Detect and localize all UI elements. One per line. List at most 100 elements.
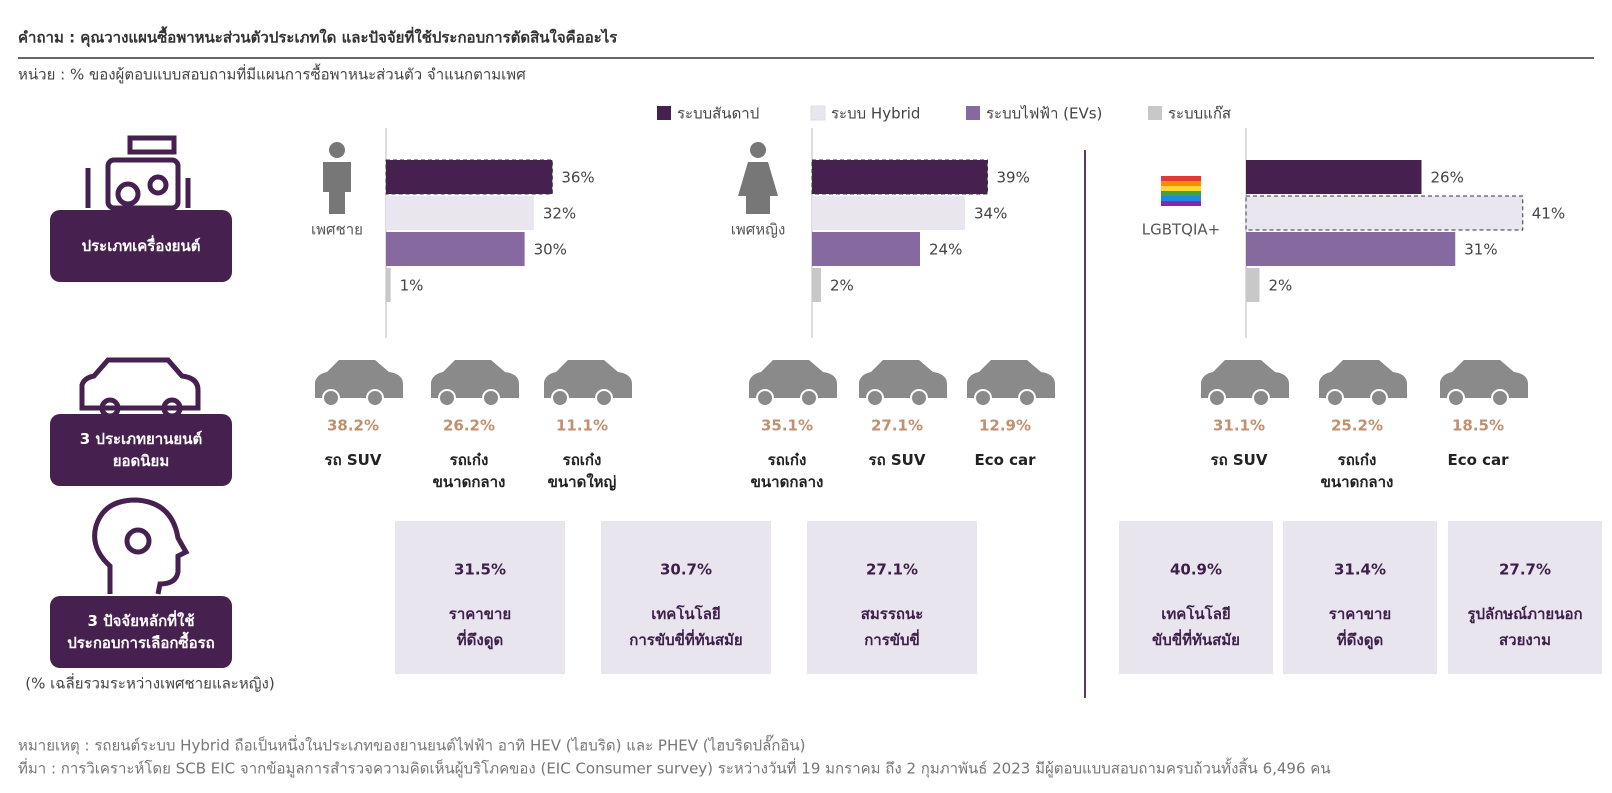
car-share: 25.2% <box>1331 417 1383 435</box>
group-label: เพศชาย <box>311 221 363 239</box>
car-name-line: รถเก๋ง <box>450 451 489 469</box>
row-label-box <box>50 210 232 282</box>
car-share: 31.1% <box>1213 417 1265 435</box>
car-name: รถเก๋งขนาดกลาง <box>751 451 824 491</box>
bar <box>386 232 525 266</box>
car-name-line: ขนาดกลาง <box>751 473 824 491</box>
pride-flag <box>1161 196 1201 201</box>
row-label-box <box>50 414 232 486</box>
car-name-line: ขนาดกลาง <box>1321 473 1394 491</box>
car-name-line: รถ SUV <box>325 451 382 469</box>
person-icon <box>329 142 345 158</box>
car-wheel <box>974 389 992 407</box>
bar <box>386 268 391 302</box>
car-name-line: รถเก๋ง <box>563 451 602 469</box>
factor-name-line: เทคโนโลยี <box>1161 604 1230 623</box>
bar <box>1246 160 1422 194</box>
car-share: 18.5% <box>1452 417 1504 435</box>
car-name: Eco car <box>974 451 1036 469</box>
bar-value-label: 39% <box>997 169 1030 187</box>
car-wheel <box>1018 389 1036 407</box>
factor-name-line: การขับขี่ที่ทันสมัย <box>629 629 742 649</box>
factor-box <box>1119 521 1273 674</box>
bar-value-label: 31% <box>1464 241 1497 259</box>
bar <box>812 232 920 266</box>
subtitle: หน่วย : % ของผู้ตอบแบบสอบถามที่มีแผนการซ… <box>18 64 526 84</box>
bar-value-label: 41% <box>1532 205 1565 223</box>
car-share: 35.1% <box>761 417 813 435</box>
bar <box>1246 232 1456 266</box>
car-wheel <box>322 389 340 407</box>
car-wheel <box>1370 389 1388 407</box>
car-wheel <box>438 389 456 407</box>
legend-label: ระบบ Hybrid <box>831 105 920 123</box>
bar-value-label: 2% <box>1269 277 1293 295</box>
factor-share: 27.7% <box>1499 561 1551 579</box>
car-wheel <box>1491 389 1509 407</box>
car-share: 26.2% <box>443 417 495 435</box>
bar-value-label: 36% <box>561 169 594 187</box>
bar <box>812 268 821 302</box>
factor-name-line: ขับขี่ที่ทันสมัย <box>1152 629 1240 649</box>
legend-swatch <box>810 105 826 121</box>
car-name-line: Eco car <box>974 451 1036 469</box>
bar-value-label: 26% <box>1431 169 1464 187</box>
car-name: รถ SUV <box>325 451 382 469</box>
car-name-line: รถเก๋ง <box>768 451 807 469</box>
bar <box>812 196 965 230</box>
car-icon <box>544 360 632 398</box>
car-icon <box>967 360 1055 398</box>
car-name-line: รถเก๋ง <box>1338 451 1377 469</box>
car-icon <box>79 357 201 411</box>
factor-box <box>1448 521 1602 674</box>
car-share: 38.2% <box>327 417 379 435</box>
car-wheel <box>1447 389 1465 407</box>
row-label: 3 ปัจจัยหลักที่ใช้ประกอบการเลือกซื้อรถ <box>67 610 215 652</box>
title: คำถาม : คุณวางแผนซื้อพาหนะส่วนตัวประเภทใ… <box>18 26 618 48</box>
factor-name: ราคาขายที่ดึงดูด <box>449 605 511 650</box>
note: หมายเหตุ : รถยนต์ระบบ Hybrid ถือเป็นหนึ่… <box>18 735 806 756</box>
car-name-line: รถ SUV <box>1211 451 1268 469</box>
bar <box>1246 268 1260 302</box>
engine-icon <box>115 181 141 207</box>
legend-label: ระบบสันดาป <box>677 105 759 123</box>
car-icon <box>1440 360 1528 398</box>
bar-value-label: 34% <box>974 205 1007 223</box>
group-label: เพศหญิง <box>731 221 786 239</box>
factor-box <box>807 521 977 674</box>
car-wheel <box>482 389 500 407</box>
car-wheel <box>366 389 384 407</box>
bar-value-label: 2% <box>830 277 854 295</box>
factor-box <box>601 521 771 674</box>
row-label-line: ประเภทเครื่องยนต์ <box>82 235 201 255</box>
factor-share: 40.9% <box>1170 561 1222 579</box>
legend-label: ระบบไฟฟ้า (EVs) <box>986 105 1102 123</box>
row-label-line: ยอดนิยม <box>113 452 169 470</box>
row-label-line: ประกอบการเลือกซื้อรถ <box>67 631 215 652</box>
car-name: รถ SUV <box>1211 451 1268 469</box>
person-icon <box>750 142 766 158</box>
car-wheel <box>1208 389 1226 407</box>
factor-name: ราคาขายที่ดึงดูด <box>1329 605 1391 650</box>
factor-name-line: ราคาขาย <box>1329 605 1391 623</box>
factor-name-line: ราคาขาย <box>449 605 511 623</box>
legend-swatch <box>657 106 671 120</box>
car-wheel <box>756 389 774 407</box>
bar-value-label: 32% <box>543 205 576 223</box>
factor-name: สมรรถนะการขับขี่ <box>861 605 924 649</box>
car-name-line: Eco car <box>1447 451 1509 469</box>
car-share: 27.1% <box>871 417 923 435</box>
row-label-line: 3 ประเภทยานยนต์ <box>80 430 202 448</box>
car-wheel <box>1326 389 1344 407</box>
car-icon <box>315 360 403 398</box>
factor-share: 31.5% <box>454 561 506 579</box>
car-icon <box>431 360 519 398</box>
factor-box <box>1283 521 1437 674</box>
car-icon <box>1319 360 1407 398</box>
pride-flag <box>1161 186 1201 191</box>
car-wheel <box>800 389 818 407</box>
row-label-box <box>50 596 232 668</box>
factor-name-line: การขับขี่ <box>864 629 920 649</box>
car-name: รถ SUV <box>869 451 926 469</box>
